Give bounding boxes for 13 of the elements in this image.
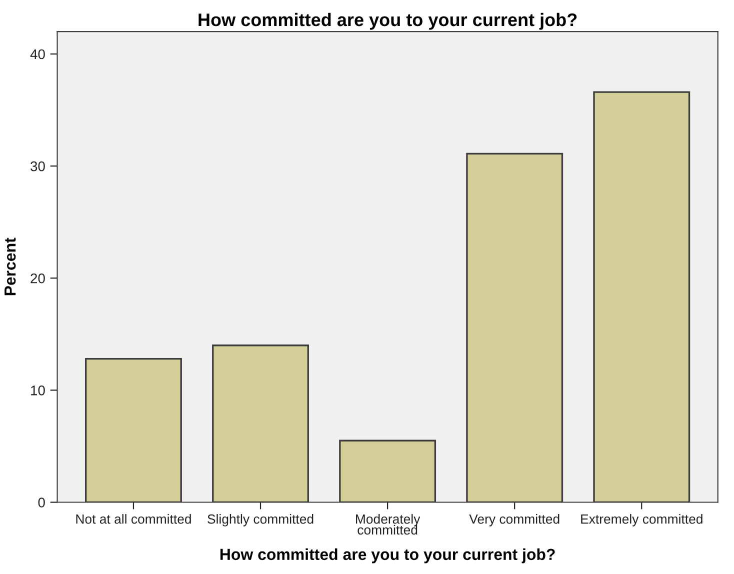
x-tick-label: Not at all committed: [76, 514, 191, 524]
x-tick-label: Slightly committed: [208, 514, 314, 526]
x-tick-label: Moderately committed: [356, 514, 420, 535]
x-tick-label: Extremely committed: [581, 514, 702, 526]
y-axis-title: Percent: [4, 238, 16, 296]
chart-title: How committed are you to your current job?: [198, 12, 577, 30]
x-tick-label: Very committed: [469, 514, 560, 526]
y-tick-label: 20: [30, 273, 45, 284]
y-tick-label: 10: [31, 386, 45, 396]
y-tick-label: 40: [30, 49, 45, 60]
y-tick-label: 0: [38, 498, 45, 508]
y-tick-label: 30: [30, 161, 45, 172]
x-axis-title: How committed are you to your current job?: [220, 548, 555, 564]
